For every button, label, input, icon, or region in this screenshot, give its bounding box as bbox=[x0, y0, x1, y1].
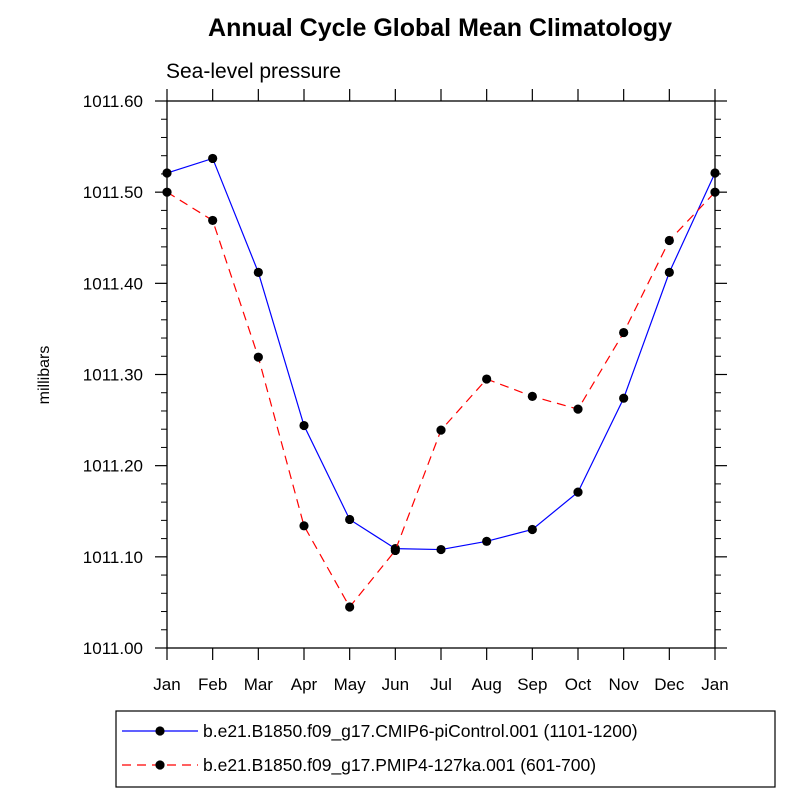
series-lines bbox=[162, 153, 720, 612]
series-1-point bbox=[345, 514, 355, 525]
legend-box bbox=[115, 710, 776, 788]
series-1-point bbox=[482, 536, 492, 546]
series-1-point bbox=[208, 153, 218, 164]
legend-marker-1 bbox=[155, 726, 165, 736]
series-1-point bbox=[619, 393, 629, 403]
axis-ticks: 1011.00 1011.10 1011.20 1011.30 1011.40 1011.… bbox=[83, 89, 729, 694]
y-tick-label: 1011.20 bbox=[83, 457, 143, 476]
chart-subtitle: Sea-level pressure bbox=[166, 60, 341, 83]
y-tick-label: 1011.30 bbox=[83, 366, 143, 385]
x-tick-label: Feb bbox=[198, 675, 227, 694]
series-1-point bbox=[253, 267, 263, 277]
series-1-point bbox=[664, 267, 674, 277]
y-tick-label: 1011.40 bbox=[83, 274, 143, 293]
y-tick-label: 1011.60 bbox=[83, 92, 143, 111]
series-2-point bbox=[253, 352, 263, 362]
y-tick-label: 1011.10 bbox=[83, 548, 143, 567]
x-tick-label: Dec bbox=[654, 675, 685, 694]
series-2-point bbox=[573, 404, 583, 414]
plot-frame bbox=[166, 100, 716, 649]
series-2-point bbox=[345, 602, 355, 612]
y-tick-label: 1011.50 bbox=[83, 183, 143, 202]
series-2-point bbox=[619, 327, 629, 338]
x-tick-label: Jan bbox=[701, 675, 728, 694]
series-2-point bbox=[390, 545, 400, 556]
series-2-point bbox=[482, 374, 492, 384]
series-1-point bbox=[299, 420, 309, 431]
chart-title: Annual Cycle Global Mean Climatology bbox=[208, 14, 672, 42]
legend: b.e21.B1850.f09_g17.CMIP6-piControl.001 … bbox=[115, 710, 776, 788]
x-tick-label: Jul bbox=[430, 675, 452, 694]
series-2-point bbox=[208, 215, 218, 226]
x-tick-label: May bbox=[334, 675, 367, 694]
y-axis-label: millibars bbox=[36, 346, 53, 405]
series-2-point bbox=[664, 235, 674, 246]
x-tick-label: Oct bbox=[565, 675, 592, 694]
x-tick-label: Mar bbox=[244, 675, 274, 694]
y-tick-label: 1011.00 bbox=[83, 639, 143, 658]
x-tick-label: Sep bbox=[517, 675, 547, 694]
series-1-point bbox=[573, 487, 583, 497]
legend-label-1: b.e21.B1850.f09_g17.CMIP6-piControl.001 … bbox=[203, 721, 638, 742]
legend-label-2: b.e21.B1850.f09_g17.PMIP4-127ka.001 (601… bbox=[203, 755, 596, 776]
x-tick-label: Jun bbox=[382, 675, 409, 694]
series-line-2 bbox=[166, 191, 716, 609]
series-1-point bbox=[436, 544, 446, 555]
series-line-1 bbox=[166, 157, 716, 551]
x-tick-label: Nov bbox=[609, 675, 640, 694]
series-1-point bbox=[527, 524, 537, 535]
x-tick-label: Apr bbox=[291, 675, 318, 694]
x-tick-label: Jan bbox=[153, 675, 180, 694]
series-2-point bbox=[436, 425, 446, 435]
series-2-point bbox=[527, 391, 537, 401]
x-tick-label: Aug bbox=[472, 675, 502, 694]
series-2-point bbox=[299, 521, 309, 531]
legend-marker-2 bbox=[155, 760, 165, 770]
